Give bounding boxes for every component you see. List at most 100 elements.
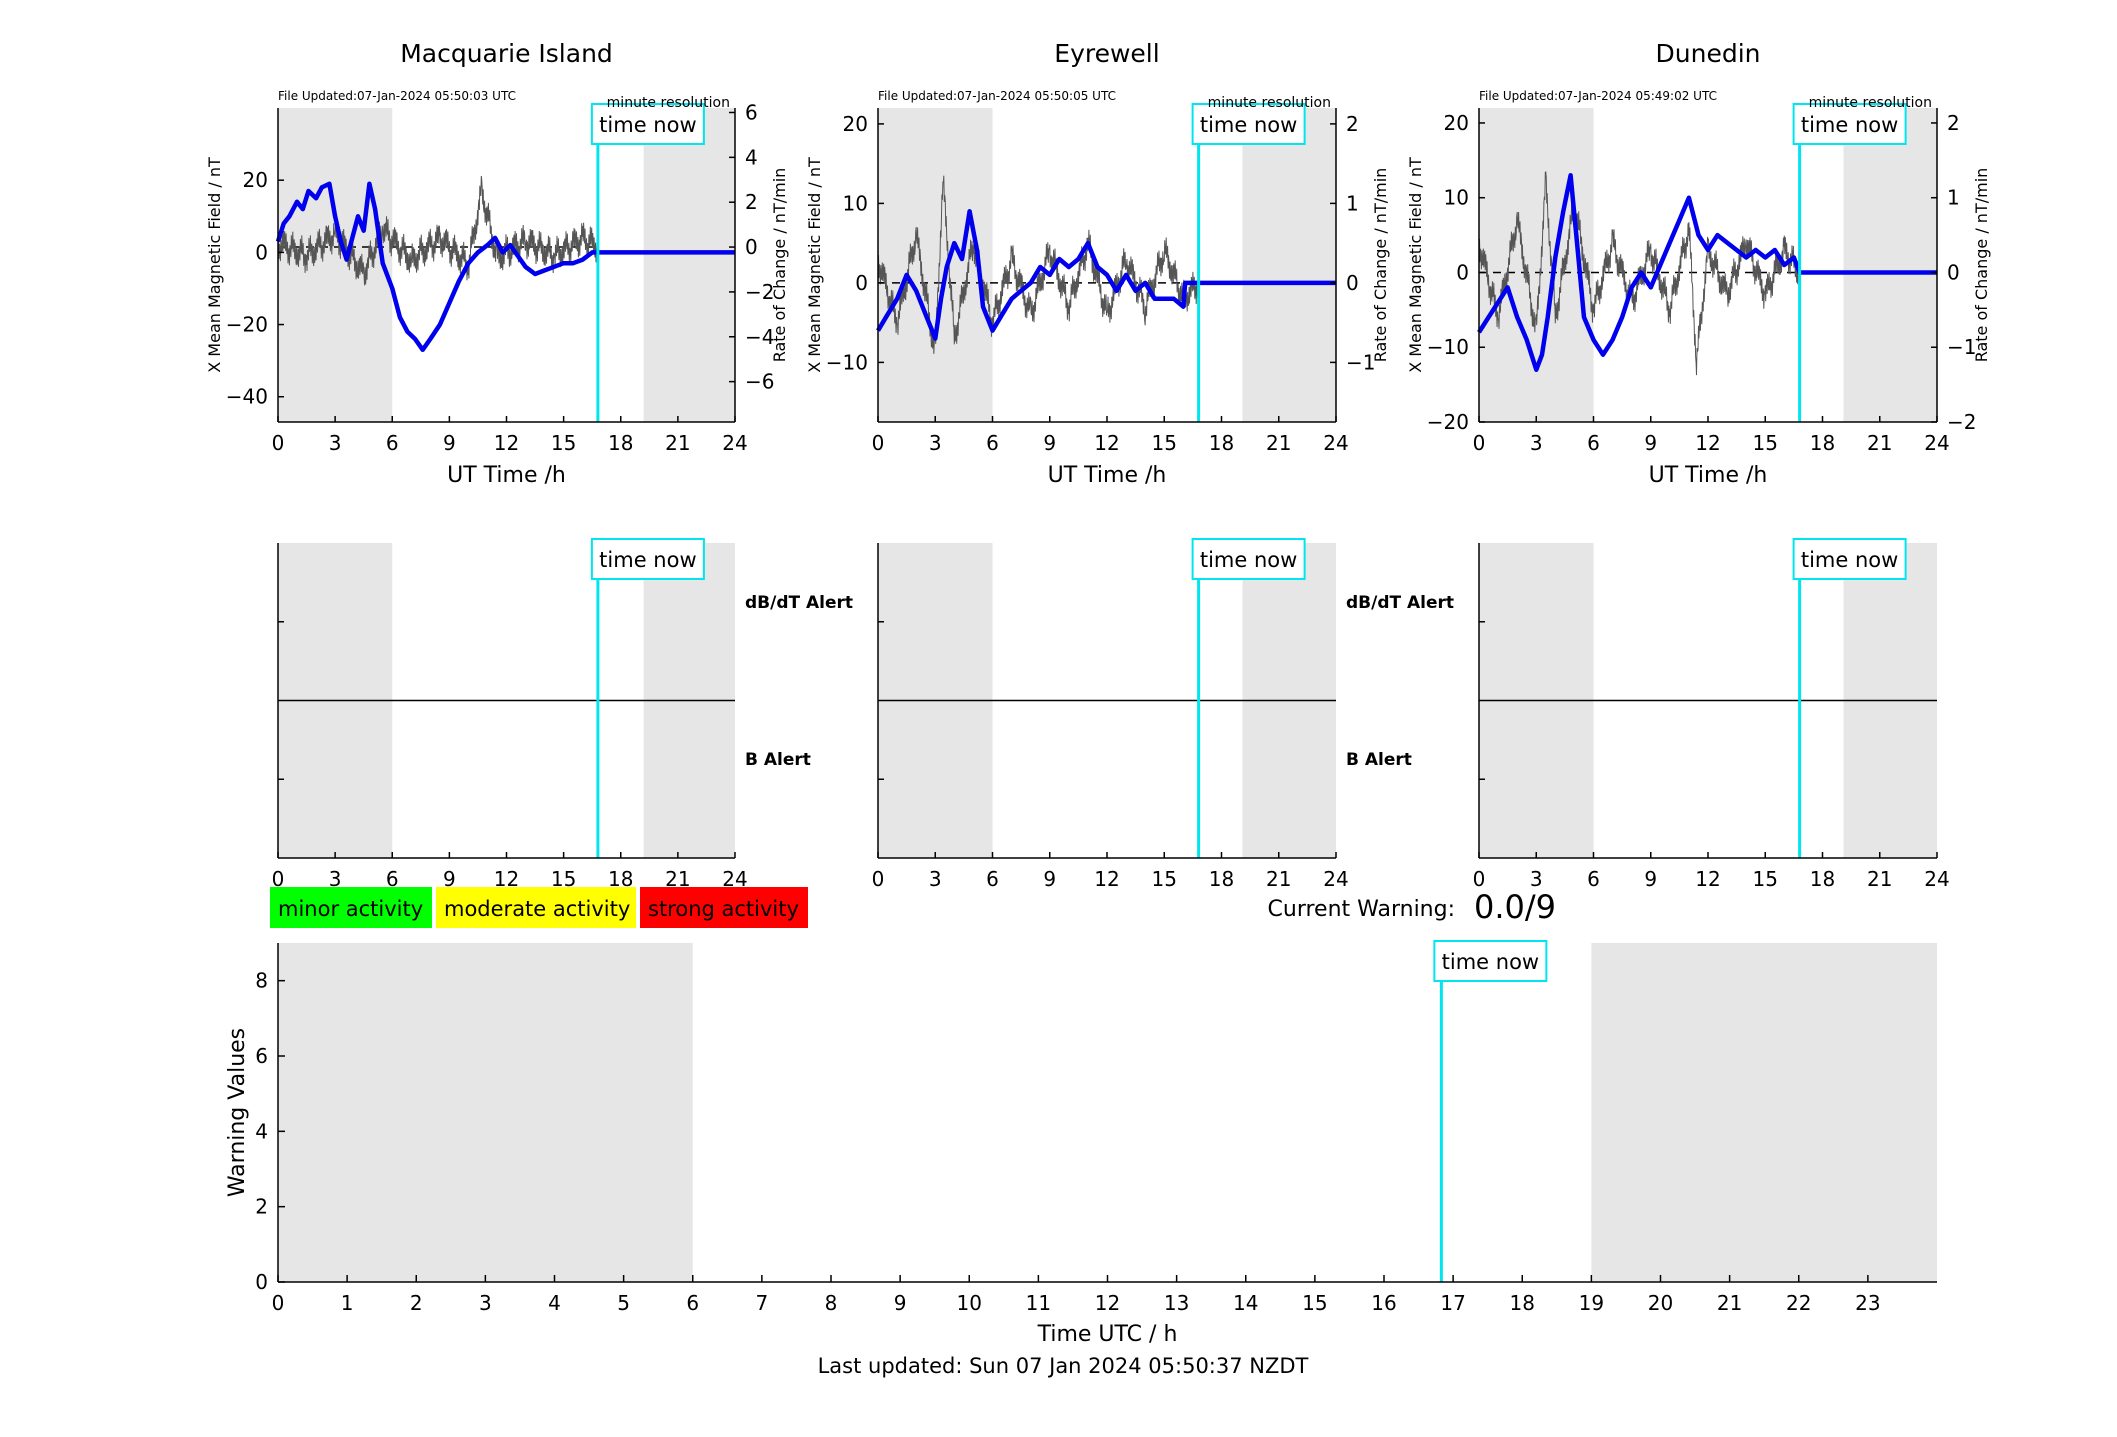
x-tick-label: 5 [617, 1291, 630, 1315]
last-updated: Last updated: Sun 07 Jan 2024 05:50:37 N… [818, 1354, 1309, 1378]
y-right-tick-label: 0 [1947, 260, 1960, 284]
current-warning-label: Current Warning: [1268, 897, 1455, 922]
resolution-label: minute resolution [1208, 95, 1331, 111]
x-axis-label: UT Time /h [447, 463, 566, 488]
y-right-tick-label: 4 [745, 145, 758, 169]
x-tick-label: 6 [1587, 431, 1600, 455]
x-tick-label: 21 [665, 431, 690, 455]
y-right-tick-label: 6 [745, 100, 758, 124]
night-shading [1843, 108, 1937, 422]
y-left-tick-label: 20 [843, 112, 868, 136]
y-left-tick-label: −10 [826, 350, 868, 374]
x-tick-label: 3 [1530, 867, 1543, 891]
x-tick-label: 16 [1371, 1291, 1396, 1315]
x-tick-label: 3 [929, 431, 942, 455]
x-tick-label: 21 [1867, 867, 1892, 891]
x-tick-label: 12 [1094, 431, 1119, 455]
y-right-tick-label: 2 [745, 190, 758, 214]
x-tick-label: 15 [1302, 1291, 1327, 1315]
y-right-axis-label: Rate of Change / nT/min [1972, 168, 1991, 363]
x-tick-label: 9 [443, 431, 456, 455]
time-now-box [1191, 103, 1306, 145]
y-tick-label: 8 [255, 969, 268, 993]
x-tick-label: 6 [1587, 867, 1600, 891]
legend-label: strong activity [648, 897, 799, 921]
resolution-label: minute resolution [607, 95, 730, 111]
x-tick-label: 2 [410, 1291, 423, 1315]
time-now-box [1792, 103, 1907, 145]
time-now-box [1433, 940, 1548, 982]
x-tick-label: 13 [1164, 1291, 1189, 1315]
time-now-label: time now [1801, 548, 1898, 572]
time-now-box [590, 538, 705, 580]
x-tick-label: 9 [894, 1291, 907, 1315]
time-now-box [590, 103, 705, 145]
x-tick-label: 7 [756, 1291, 769, 1315]
x-tick-label: 0 [1473, 431, 1486, 455]
rate-of-change-line [277, 175, 599, 286]
x-tick-label: 18 [1510, 1291, 1535, 1315]
time-now-label: time now [599, 548, 696, 572]
y-left-axis-label: X Mean Magnetic Field / nT [205, 157, 224, 373]
x-tick-label: 0 [872, 431, 885, 455]
time-now-label: time now [1200, 548, 1297, 572]
x-tick-label: 0 [272, 431, 285, 455]
b-alert-label: B Alert [745, 750, 811, 770]
x-tick-label: 9 [1644, 867, 1657, 891]
y-left-tick-label: −20 [226, 313, 268, 337]
x-tick-label: 24 [722, 431, 747, 455]
x-tick-label: 21 [1717, 1291, 1742, 1315]
y-left-tick-label: −40 [226, 385, 268, 409]
y-left-tick-label: 0 [855, 271, 868, 295]
y-left-tick-label: 0 [1456, 260, 1469, 284]
x-tick-label: 18 [1209, 867, 1234, 891]
y-right-axis-label: Rate of Change / nT/min [770, 168, 789, 363]
x-tick-label: 22 [1786, 1291, 1811, 1315]
x-tick-label: 3 [479, 1291, 492, 1315]
time-now-box [1191, 538, 1306, 580]
y-tick-label: 2 [255, 1195, 268, 1219]
y-left-tick-label: 10 [843, 191, 868, 215]
x-tick-label: 6 [386, 431, 399, 455]
x-tick-label: 0 [272, 1291, 285, 1315]
x-tick-label: 6 [986, 431, 999, 455]
b-alert-label: B Alert [1346, 750, 1412, 770]
x-axis-label: Time UTC / h [1037, 1322, 1178, 1347]
legend-item-2: moderate activity [436, 887, 636, 928]
x-tick-label: 24 [1323, 431, 1348, 455]
time-now-label: time now [1442, 950, 1539, 974]
y-axis-label: Warning Values [225, 1028, 250, 1197]
y-right-tick-label: 2 [1947, 111, 1960, 135]
y-left-tick-label: −10 [1427, 335, 1469, 359]
mean-field-line [275, 181, 735, 353]
x-axis-label: UT Time /h [1048, 463, 1167, 488]
night-shading [278, 943, 693, 1282]
alert-chart-2: time now 0 3 6 9 12 15 18 21 24 dB/dT Alert B Alert [872, 538, 1454, 891]
dbdt-alert-label: dB/dT Alert [745, 593, 853, 613]
x-axis-label: UT Time /h [1649, 463, 1768, 488]
x-tick-label: 12 [1695, 431, 1720, 455]
activity-legend: minor activity moderate activity strong ac… [270, 887, 808, 928]
y-right-tick-label: 2 [1346, 112, 1359, 136]
x-tick-label: 12 [1095, 1291, 1120, 1315]
x-tick-label: 9 [443, 867, 456, 891]
alert-charts-layer: time now 0 3 6 9 12 15 18 21 24 dB/dT Alert B Alert… [272, 538, 1950, 891]
y-tick-label: 6 [255, 1044, 268, 1068]
x-tick-label: 24 [1924, 431, 1949, 455]
legend-label: moderate activity [444, 897, 630, 921]
x-tick-label: 4 [548, 1291, 561, 1315]
x-tick-label: 6 [386, 867, 399, 891]
x-tick-label: 23 [1855, 1291, 1880, 1315]
x-tick-label: 3 [329, 867, 342, 891]
dbdt-alert-label: dB/dT Alert [1346, 593, 1454, 613]
x-tick-label: 18 [1810, 431, 1835, 455]
night-shading [878, 108, 993, 422]
chart-title: Eyrewell [1054, 39, 1159, 68]
y-right-tick-label: −1 [1346, 350, 1375, 374]
